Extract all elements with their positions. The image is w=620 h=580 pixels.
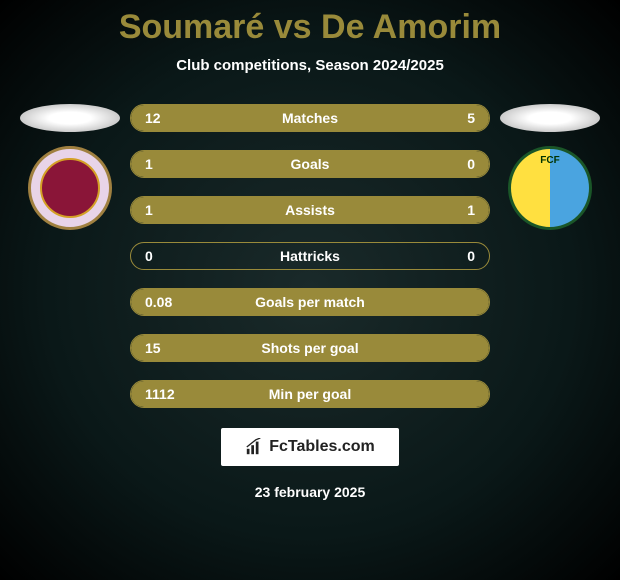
stat-label: Goals — [131, 156, 489, 172]
stat-label: Goals per match — [131, 294, 489, 310]
chart-bars-icon — [245, 438, 263, 456]
stat-label: Assists — [131, 202, 489, 218]
stat-bar: 0.08Goals per match — [130, 288, 490, 316]
content-row: 125Matches 10Goals 11Assists 00Hattricks 0.0… — [0, 104, 620, 408]
player-shadow — [20, 104, 120, 132]
right-club-badge — [508, 146, 592, 230]
page-subtitle: Club competitions, Season 2024/2025 — [176, 57, 444, 74]
brand-text: FcTables.com — [269, 438, 375, 456]
stat-bar: 11Assists — [130, 196, 490, 224]
stat-label: Shots per goal — [131, 340, 489, 356]
left-club-badge-inner — [40, 158, 100, 218]
brand-box[interactable]: FcTables.com — [221, 428, 399, 466]
page-title: Soumaré vs De Amorim — [119, 8, 501, 47]
date-text: 23 february 2025 — [255, 484, 366, 500]
stat-label: Matches — [131, 110, 489, 126]
stat-label: Hattricks — [131, 248, 489, 264]
stat-bar: 00Hattricks — [130, 242, 490, 270]
player-shadow — [500, 104, 600, 132]
stat-bar: 1112Min per goal — [130, 380, 490, 408]
stats-column: 125Matches 10Goals 11Assists 00Hattricks 0.0… — [130, 104, 490, 408]
stat-bar: 10Goals — [130, 150, 490, 178]
right-player-column — [490, 104, 610, 230]
comparison-card: Soumaré vs De Amorim Club competitions, … — [0, 0, 620, 580]
stat-label: Min per goal — [131, 386, 489, 402]
left-player-column — [10, 104, 130, 230]
left-club-badge — [28, 146, 112, 230]
stat-bar: 15Shots per goal — [130, 334, 490, 362]
stat-bar: 125Matches — [130, 104, 490, 132]
